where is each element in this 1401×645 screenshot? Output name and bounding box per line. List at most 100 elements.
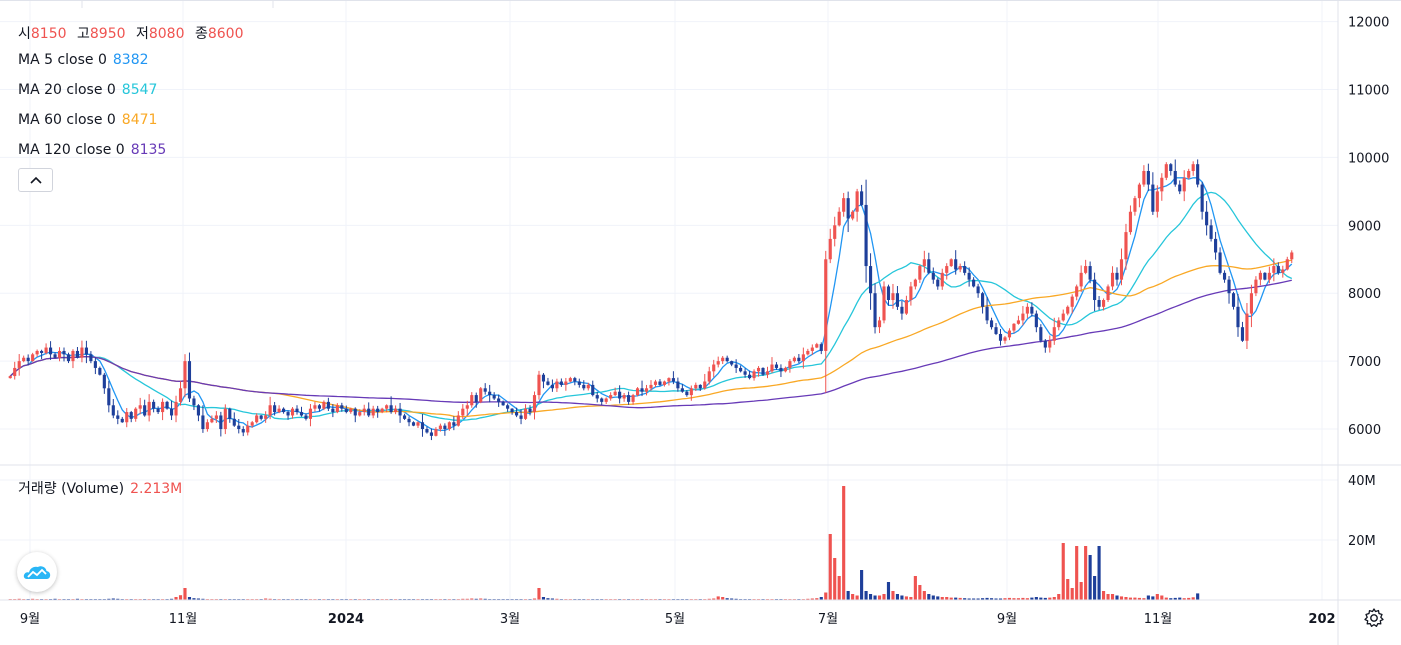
volume-bar — [922, 591, 926, 600]
candle-body — [295, 408, 299, 413]
volume-axis[interactable]: 40M 20M — [1348, 474, 1376, 549]
cloud-logo-icon — [23, 566, 51, 579]
volume-bar — [913, 576, 917, 600]
candle-body — [586, 384, 590, 389]
volume-tick-label: 20M — [1348, 534, 1376, 549]
volume-bar — [555, 598, 559, 600]
open-key: 시 — [18, 26, 31, 42]
candle-body — [1231, 293, 1236, 307]
candle-body — [1155, 191, 1159, 212]
volume-bar — [815, 598, 819, 600]
volume-bar — [1124, 597, 1128, 600]
volume-bar — [877, 595, 882, 600]
time-axis[interactable]: 9월 11월 2024 3월 5월 7월 9월 11월 202 — [20, 612, 1336, 627]
candle-body — [429, 432, 434, 436]
candle-body — [613, 391, 617, 396]
candle-body — [761, 367, 765, 375]
candle-body — [1084, 266, 1088, 273]
candle-body — [963, 266, 967, 273]
candle-body — [380, 408, 384, 413]
chart-settings-button[interactable] — [1363, 607, 1385, 629]
volume-bar — [1048, 597, 1052, 600]
candle-body — [452, 422, 456, 426]
candle-body — [698, 384, 702, 389]
ma-line — [9, 191, 1293, 421]
candle-body — [1276, 266, 1280, 273]
candle-body — [196, 405, 201, 416]
candle-body — [205, 422, 209, 430]
ma60-legend[interactable]: MA 60 close 0 8471 — [18, 112, 163, 128]
candle-body — [994, 327, 998, 334]
candle-body — [989, 320, 994, 328]
volume-bar — [712, 598, 716, 600]
ma20-legend[interactable]: MA 20 close 0 8547 — [18, 82, 163, 98]
candle-body — [304, 415, 308, 419]
candle-body — [277, 408, 281, 413]
volume-legend[interactable]: 거래량 (Volume) 2.213M — [18, 478, 188, 498]
volume-bar — [483, 598, 487, 600]
ma5-legend[interactable]: MA 5 close 0 8382 — [18, 52, 155, 68]
candle-body — [1128, 211, 1133, 233]
candle-body — [1164, 164, 1168, 178]
volume-bar — [1025, 598, 1029, 600]
volume-bar — [183, 588, 187, 600]
candle-body — [362, 408, 366, 413]
candle-body — [882, 286, 886, 321]
candle-body — [564, 381, 568, 385]
candle-body — [972, 279, 976, 287]
candle-body — [120, 418, 124, 423]
candle-body — [407, 418, 411, 423]
candle-body — [232, 418, 236, 426]
volume-bar — [900, 595, 904, 600]
candle-body — [129, 412, 133, 419]
candle-body — [497, 398, 501, 402]
volume-bar — [963, 598, 967, 600]
candle-body — [909, 286, 913, 301]
candle-body — [317, 405, 321, 409]
candle-body — [201, 415, 205, 430]
volume-bar — [1160, 595, 1164, 600]
candle-body — [241, 429, 245, 433]
volume-bar — [1034, 597, 1038, 600]
candle-body — [250, 422, 254, 426]
candle-body — [259, 415, 263, 419]
candle-body — [510, 408, 514, 413]
candle-body — [756, 367, 761, 372]
volume-bar — [806, 598, 810, 600]
candle-body — [649, 384, 653, 389]
tradingview-logo-button[interactable] — [17, 552, 57, 592]
candle-body — [1110, 272, 1115, 287]
volume-bar — [1191, 597, 1195, 600]
close-value: 8600 — [207, 26, 244, 42]
volume-bar — [461, 598, 465, 600]
candle-body — [824, 259, 828, 351]
volume-bar — [716, 596, 720, 600]
candle-body — [26, 357, 30, 362]
candle-body — [1258, 272, 1262, 280]
volume-bar — [17, 598, 21, 600]
candle-body — [340, 405, 344, 409]
price-axis[interactable]: 12000 11000 10000 9000 8000 7000 6000 — [1348, 16, 1389, 438]
candle-body — [84, 347, 88, 355]
volume-bar — [976, 598, 980, 600]
volume-bar — [31, 598, 35, 600]
volume-bar — [927, 594, 931, 600]
ma-line — [9, 279, 1292, 409]
volume-bar — [1137, 597, 1141, 600]
candle-body — [640, 388, 644, 392]
candle-body — [886, 286, 891, 301]
candle-body — [528, 408, 532, 413]
candle-body — [187, 361, 192, 399]
candle-body — [1075, 286, 1079, 297]
candle-body — [1070, 296, 1074, 307]
candle-body — [398, 408, 402, 416]
volume-bar — [1084, 546, 1088, 600]
candle-body — [290, 408, 295, 416]
volume-bar — [111, 598, 115, 600]
candle-body — [53, 354, 57, 358]
ma120-legend[interactable]: MA 120 close 0 8135 — [18, 142, 172, 158]
collapse-legend-button[interactable] — [18, 168, 53, 192]
volume-bar — [1187, 597, 1191, 600]
candle-body — [743, 371, 747, 375]
